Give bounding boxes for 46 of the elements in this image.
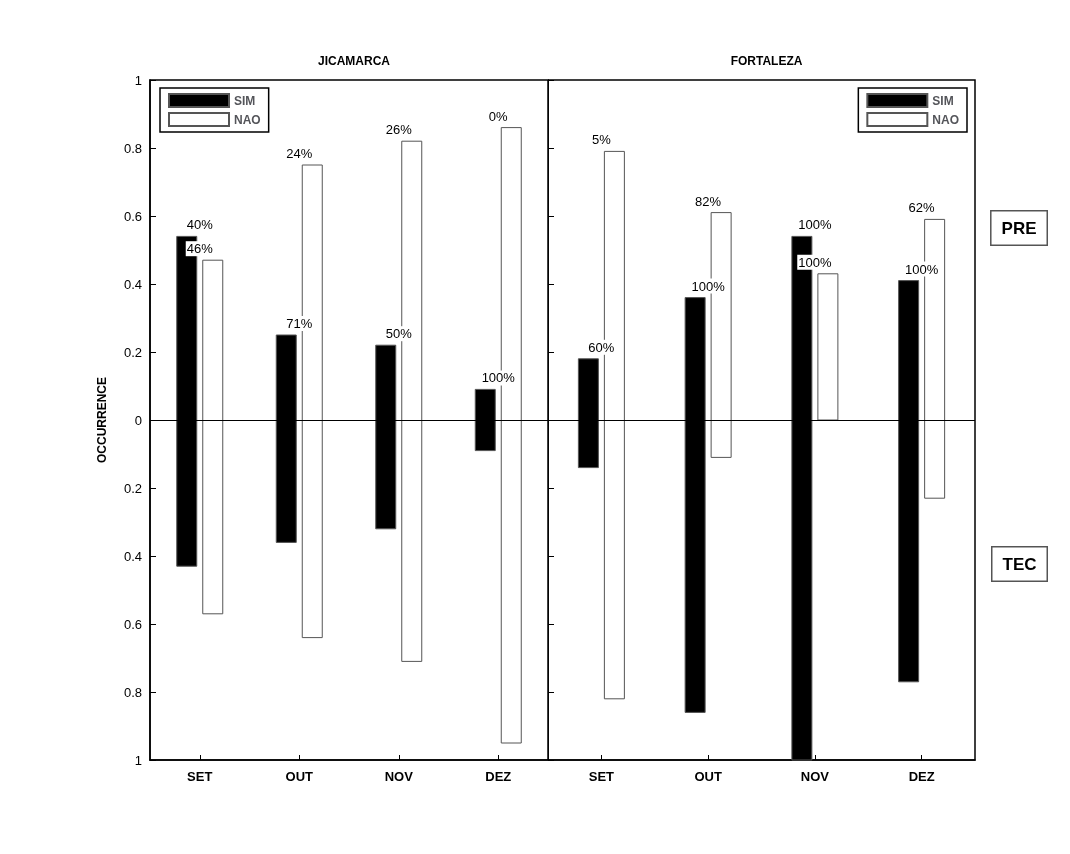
- y-tick-label: 1: [134, 752, 142, 768]
- y-axis-title: OCCURRENCE: [95, 376, 109, 464]
- legend-label: SIM: [932, 93, 954, 108]
- x-tick-label: SET: [187, 769, 213, 784]
- annotation: 60%: [588, 339, 615, 355]
- y-tick-label: 0: [134, 412, 142, 428]
- x-tick-label: OUT: [285, 769, 314, 784]
- chart-title: JICAMARCA: [318, 54, 391, 68]
- annotation: 26%: [385, 122, 413, 138]
- text: TEC: [1002, 554, 1037, 574]
- annotation: 100%: [905, 261, 939, 277]
- y-tick-label: 1: [134, 72, 142, 88]
- annotation: 46%: [186, 241, 214, 257]
- bar: [817, 273, 839, 421]
- annotation: 0%: [488, 108, 509, 124]
- x-tick-label: OUT: [694, 769, 722, 784]
- y-tick-label: 0.2: [123, 480, 142, 496]
- legend-label: NAO: [234, 112, 261, 127]
- y-tick-label: 0.8: [123, 684, 142, 700]
- y-tick-label: 0.8: [123, 140, 142, 156]
- annotation: 100%: [481, 370, 516, 386]
- annotation: 24%: [286, 146, 313, 161]
- annotation: 82%: [695, 193, 722, 209]
- x-tick-label: NOV: [384, 769, 414, 784]
- y-tick-label: 0.6: [123, 616, 142, 632]
- y-tick-label: 0.4: [123, 548, 142, 564]
- annotation: 71%: [286, 316, 313, 331]
- text: PRE: [1001, 218, 1037, 238]
- annotation: 62%: [908, 200, 936, 216]
- annotation: 100%: [691, 278, 726, 294]
- x-tick-label: DEZ: [485, 769, 512, 784]
- y-tick-label: 0.4: [123, 276, 142, 292]
- annotation: 100%: [798, 254, 832, 270]
- annotation: 5%: [591, 132, 612, 148]
- x-tick-label: NOV: [800, 769, 830, 784]
- legend-label: NAO: [932, 112, 960, 127]
- y-tick-label: 0.2: [123, 344, 142, 360]
- chart-title: FORTALEZA: [730, 54, 803, 68]
- legend-label: SIM: [234, 93, 256, 108]
- annotation: 50%: [385, 326, 413, 342]
- bar: [202, 259, 224, 615]
- annotation: 40%: [186, 217, 214, 233]
- x-tick-label: DEZ: [908, 769, 935, 784]
- x-tick-label: SET: [588, 769, 615, 784]
- annotation: 100%: [798, 217, 832, 233]
- y-tick-label: 0.6: [123, 208, 142, 224]
